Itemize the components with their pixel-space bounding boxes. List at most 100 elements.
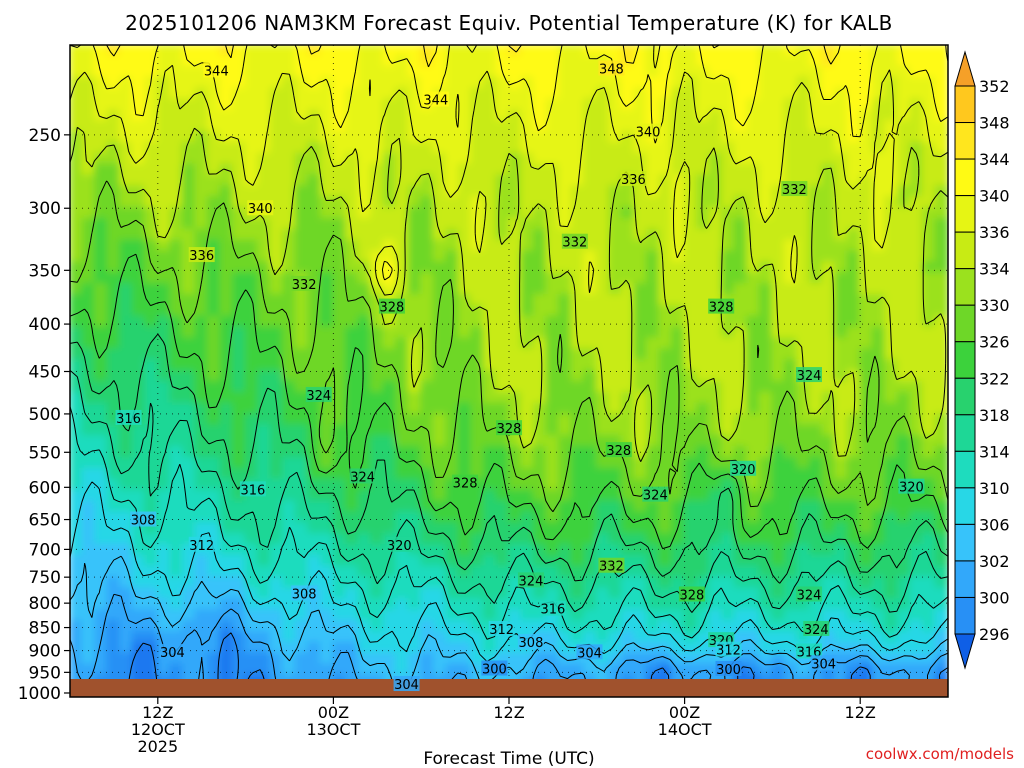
field-cell (206, 337, 222, 351)
field-cell (70, 130, 84, 144)
field-cell (645, 98, 661, 112)
field-cell (395, 315, 410, 329)
field-cell (282, 293, 297, 307)
field-cell (482, 250, 498, 264)
field-cell (332, 163, 347, 177)
field-cell (319, 163, 335, 177)
field-cell (696, 65, 711, 79)
field-cell (520, 109, 536, 123)
contour-label: 340 (248, 202, 273, 217)
field-cell (909, 87, 924, 101)
field-cell (796, 228, 812, 242)
field-cell (81, 65, 97, 79)
field-cell (495, 304, 510, 318)
field-cell (206, 348, 222, 362)
field-cell (783, 163, 799, 177)
contour-label: 348 (599, 62, 624, 77)
field-cell (457, 207, 473, 220)
field-cell (344, 109, 360, 123)
field-cell (595, 45, 611, 57)
field-cell (671, 337, 686, 351)
field-cell (194, 283, 209, 296)
field-cell (332, 207, 347, 220)
field-cell (884, 87, 899, 101)
field-cell (432, 109, 448, 123)
field-cell (671, 304, 686, 318)
field-cell (332, 98, 347, 112)
field-cell (457, 293, 473, 307)
field-cell (407, 185, 423, 199)
field-cell (733, 141, 749, 155)
field-cell (156, 239, 172, 253)
field-cell (696, 348, 711, 362)
field-cell (457, 283, 473, 296)
field-cell (144, 152, 159, 166)
field-cell (181, 163, 197, 177)
field-cell (921, 54, 937, 68)
field-cell (771, 337, 786, 351)
field-cell (332, 130, 347, 144)
field-cell (809, 87, 824, 101)
y-tick-label: 1000 (18, 684, 61, 704)
field-cell (219, 348, 235, 362)
colorbar-segment (954, 304, 976, 343)
field-cell (294, 217, 310, 231)
field-cell (533, 207, 548, 220)
field-cell (94, 228, 109, 242)
field-cell (834, 239, 849, 253)
field-cell (834, 283, 849, 296)
field-cell (821, 45, 837, 57)
field-cell (545, 272, 561, 286)
field-cell (457, 76, 473, 90)
field-cell (558, 98, 573, 112)
field-cell (696, 141, 711, 155)
field-cell (482, 217, 498, 231)
field-cell (796, 250, 812, 264)
field-cell (533, 283, 548, 296)
field-cell (307, 217, 322, 231)
field-cell (834, 261, 849, 275)
field-cell (671, 174, 686, 188)
field-cell (106, 337, 122, 351)
field-cell (206, 130, 222, 144)
field-cell (269, 130, 285, 144)
field-cell (81, 174, 97, 188)
field-cell (671, 45, 686, 57)
field-cell (294, 185, 310, 199)
field-cell (382, 65, 398, 79)
field-cell (232, 348, 247, 362)
field-cell (595, 76, 611, 90)
field-cell (357, 337, 373, 351)
field-cell (319, 293, 335, 307)
field-cell (871, 120, 887, 133)
field-cell (696, 337, 711, 351)
field-cell (533, 109, 548, 123)
field-cell (219, 250, 235, 264)
field-cell (420, 207, 435, 220)
field-cell (620, 261, 636, 275)
field-cell (508, 304, 523, 318)
field-cell (834, 326, 849, 340)
field-cell (620, 109, 636, 123)
field-cell (508, 239, 523, 253)
field-cell (884, 228, 899, 242)
field-cell (583, 185, 598, 199)
field-cell (645, 293, 661, 307)
field-cell (294, 130, 310, 144)
colorbar-label: 300 (979, 588, 1010, 607)
field-cell (708, 228, 724, 242)
field-cell (395, 109, 410, 123)
field-cell (232, 120, 247, 133)
field-cell (357, 228, 373, 242)
contour-label: 312 (189, 539, 214, 554)
field-cell (119, 152, 134, 166)
field-cell (633, 98, 648, 112)
field-cell (94, 337, 109, 351)
field-cell (382, 261, 398, 275)
field-cell (683, 250, 699, 264)
field-cell (282, 359, 297, 372)
field-cell (482, 272, 498, 286)
field-cell (407, 315, 423, 329)
field-cell (570, 250, 586, 264)
field-cell (570, 217, 586, 231)
